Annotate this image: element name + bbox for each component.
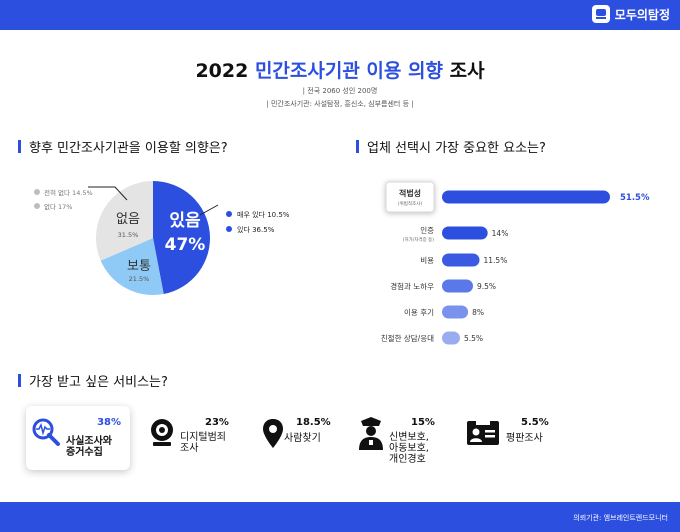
location-pin-icon xyxy=(263,419,283,448)
service-pct: 38% xyxy=(97,417,121,428)
legend-dot xyxy=(34,203,40,209)
section-marker xyxy=(18,140,21,153)
footer-credit: 의뢰기관: 엠브레인트렌드모니터 xyxy=(573,514,668,522)
title-prefix: 2022 xyxy=(195,60,255,82)
service-pct: 18.5% xyxy=(296,417,331,428)
service-item: 23% 디지털범죄 조사 xyxy=(148,406,248,470)
service-pct: 5.5% xyxy=(521,417,549,428)
section-service-label: 가장 받고 싶은 서비스는? xyxy=(29,375,168,390)
slice-label-no-name: 없음 xyxy=(116,212,140,227)
pie-slice-yes xyxy=(153,181,210,294)
service-label: 사람찾기 xyxy=(284,433,321,444)
factor-bar xyxy=(442,331,460,345)
factor-category-label: 이용 후기 xyxy=(404,307,434,317)
title-highlight: 민간조사기관 이용 의향 xyxy=(254,60,443,82)
brand[interactable]: 모두의탐정 xyxy=(591,5,670,23)
brand-logo-icon xyxy=(591,5,610,23)
service-label: 사실조사와 증거수집 xyxy=(66,436,112,458)
slice-label-no-pct: 31.5% xyxy=(118,231,139,239)
factor-bar xyxy=(442,279,473,293)
section-intent-heading: 향후 민간조사기관을 이용할 의향은? xyxy=(18,137,228,156)
factor-bar xyxy=(442,226,488,240)
service-item: 18.5% 사람찾기 xyxy=(262,406,352,470)
factor-bar xyxy=(442,190,610,204)
section-service-heading: 가장 받고 싶은 서비스는? xyxy=(18,371,168,390)
top-bar: 모두의탐정 xyxy=(0,0,680,30)
id-card-icon xyxy=(467,421,499,445)
footer-bar: 의뢰기관: 엠브레인트렌드모니터 xyxy=(0,502,680,532)
legend-no-2: 없다 17% xyxy=(44,202,72,211)
legend-dot xyxy=(34,189,40,195)
slice-label-yes-name: 있음 xyxy=(169,211,201,231)
pie-slice-mid xyxy=(100,238,164,295)
factor-value-label: 5.5% xyxy=(464,334,483,343)
section-marker xyxy=(356,140,359,153)
brand-name: 모두의탐정 xyxy=(614,7,670,22)
magnifier-pulse-icon xyxy=(32,418,60,446)
factor-category-label: 비용 xyxy=(420,256,434,265)
factor-category-label: 인증 xyxy=(420,225,434,235)
legend-yes-2: 있다 36.5% xyxy=(237,225,275,234)
legend-no-1: 전혀 없다 14.5% xyxy=(44,188,93,197)
webcam-icon xyxy=(151,419,173,446)
legend-yes-1: 매우 있다 10.5% xyxy=(237,210,290,219)
title-suffix: 조사 xyxy=(442,60,485,82)
slice-label-yes-pct: 47% xyxy=(165,235,206,255)
police-officer-icon xyxy=(359,417,383,450)
intent-pie-chart: 전혀 없다 14.5% 없다 17% 매우 있다 10.5% 있다 36.5% … xyxy=(34,181,290,295)
service-label: 평판조사 xyxy=(506,433,543,444)
factor-category-label: 경험과 노하우 xyxy=(390,281,434,291)
factor-value-label: 51.5% xyxy=(620,193,650,203)
service-item: 5.5% 평판조사 xyxy=(466,406,576,470)
service-list: 38% 사실조사와 증거수집 23% 디지털범죄 조사 18.5% 사람찾기 1… xyxy=(0,400,680,480)
factor-category-label: 적법성 xyxy=(399,188,421,198)
factor-bar xyxy=(442,253,480,267)
factor-category-sublabel: (위법적조사) xyxy=(398,200,422,207)
service-label: 신변보호, 아동보호, 개인경호 xyxy=(389,432,429,465)
service-pct: 15% xyxy=(411,417,435,428)
subtitle-definition: | 민간조사기관: 사설탐정, 흥신소, 심부름센터 등 | xyxy=(266,100,414,108)
subtitle-sample: | 전국 2060 성인 200명 xyxy=(302,87,378,95)
pie-slice-no xyxy=(95,181,153,261)
legend-dot xyxy=(226,226,232,232)
section-factor-label: 업체 선택시 가장 중요한 요소는? xyxy=(367,141,546,156)
category-highlight-box xyxy=(385,181,435,213)
factor-value-label: 9.5% xyxy=(477,282,496,291)
slice-label-mid-name: 보통 xyxy=(127,259,151,274)
factor-value-label: 14% xyxy=(492,229,509,238)
factor-category-sublabel: (허가/자격증 등) xyxy=(403,236,435,243)
legend-dot xyxy=(226,211,232,217)
section-marker xyxy=(18,374,21,387)
section-factor-heading: 업체 선택시 가장 중요한 요소는? xyxy=(356,137,546,156)
slice-label-mid-pct: 21.5% xyxy=(129,275,150,283)
service-pct: 23% xyxy=(205,417,229,428)
leader-line-yes xyxy=(199,204,219,216)
service-item: 38% 사실조사와 증거수집 xyxy=(26,406,130,470)
page-title: 2022 민간조사기관 이용 의향 조사 xyxy=(0,56,680,83)
factor-value-label: 11.5% xyxy=(484,256,508,265)
factor-value-label: 8% xyxy=(472,308,484,317)
factor-bar xyxy=(442,305,469,319)
factor-category-label: 친절한 상담/응대 xyxy=(381,333,434,343)
leader-line-no xyxy=(88,186,128,201)
factor-bar-chart: 적법성 (위법적조사) 51.5% 인증(허가/자격증 등) 14% 비용 11.5% 경험과… xyxy=(381,181,650,345)
service-label: 디지털범죄 조사 xyxy=(180,432,226,454)
service-item: 15% 신변보호, 아동보호, 개인경호 xyxy=(356,406,456,470)
section-intent-label: 향후 민간조사기관을 이용할 의향은? xyxy=(29,141,228,156)
